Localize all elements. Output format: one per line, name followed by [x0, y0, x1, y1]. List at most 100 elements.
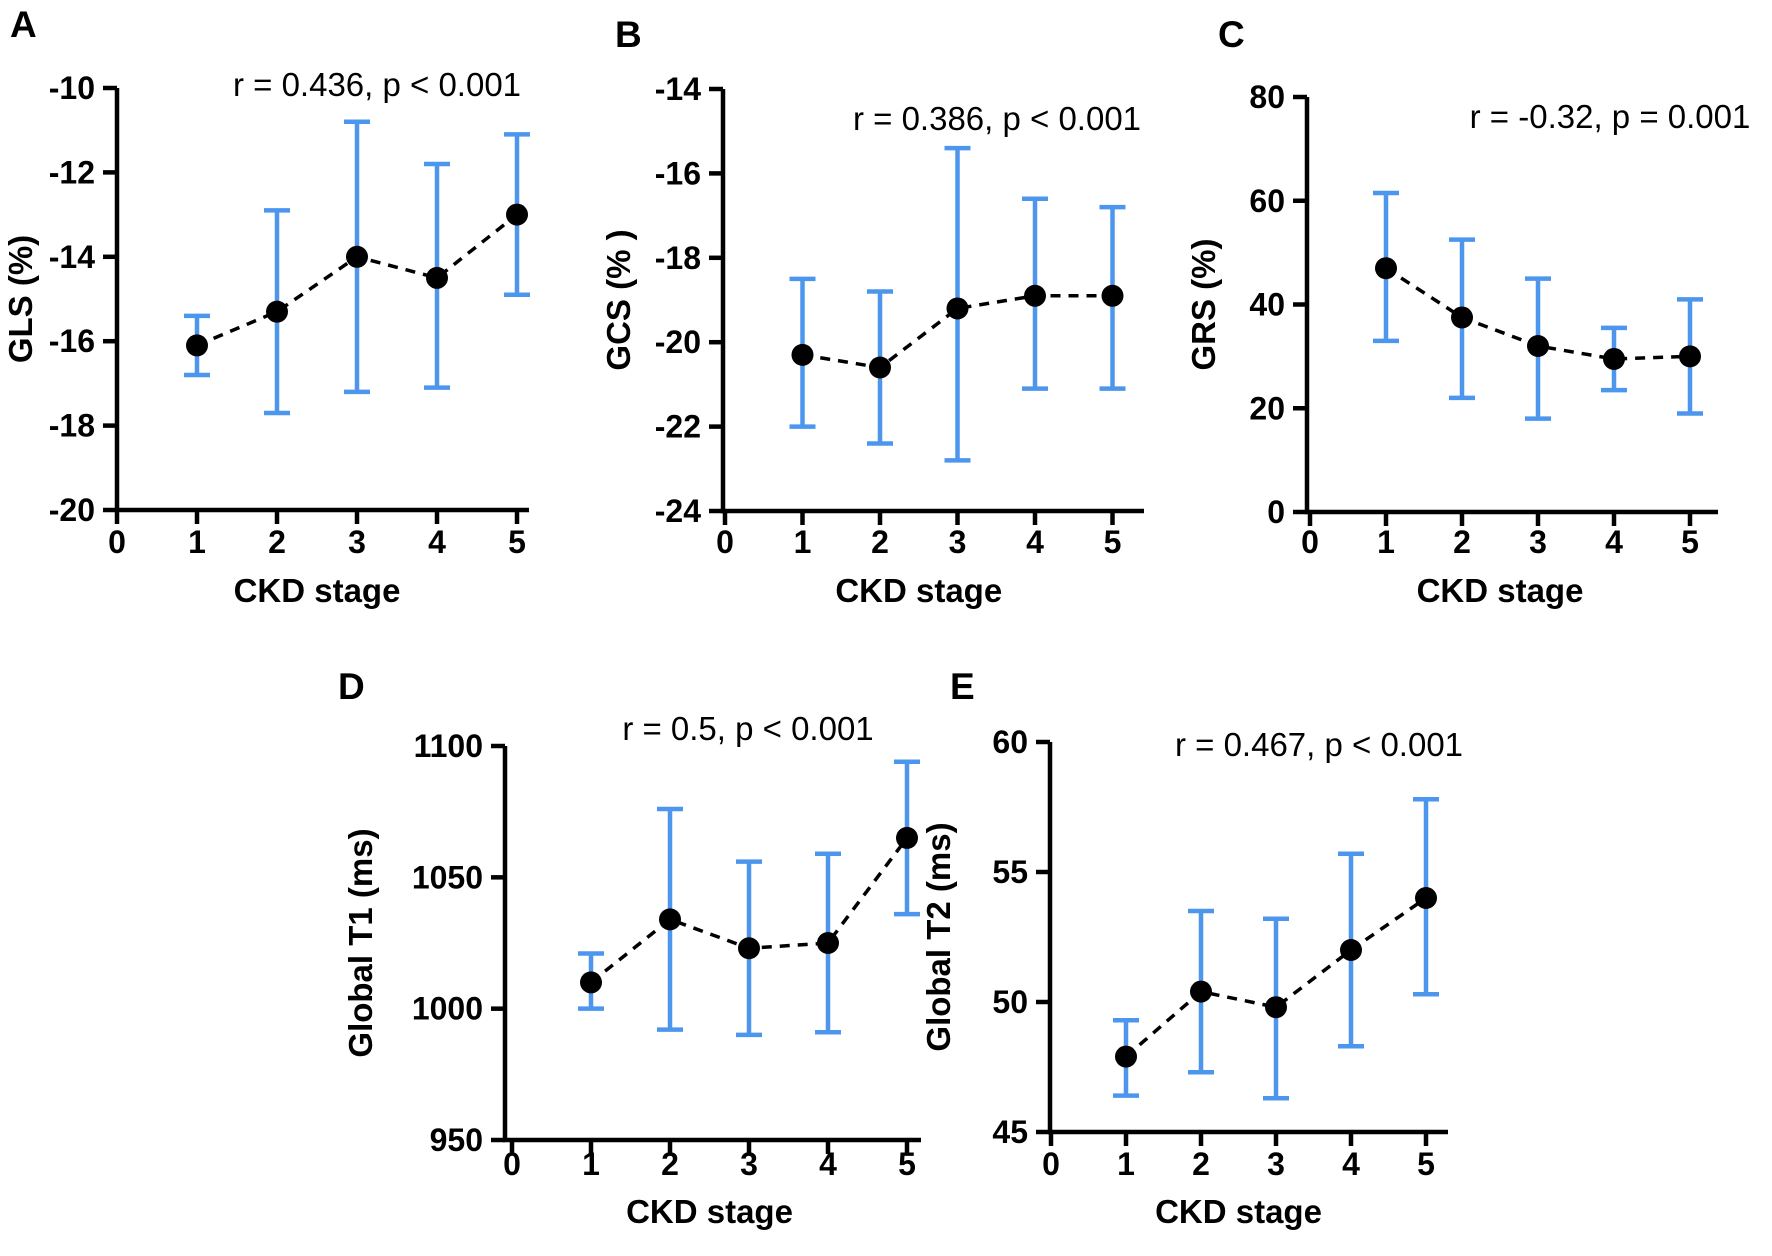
y-tick-label: -16 [655, 155, 701, 191]
panel-c-chart: r = -0.32, p = 0.001 GRS (%) CKD stage 80 60… [1190, 79, 1751, 609]
panel-c-letter: C [1218, 14, 1245, 55]
x-axis-title: CKD stage [835, 572, 1002, 609]
stat-annotation: r = 0.5, p < 0.001 [622, 710, 873, 747]
x-tick-label: 5 [1681, 524, 1699, 560]
data-point [869, 356, 891, 379]
data-point [1603, 347, 1625, 370]
y-axis-title: Global T2 (ms) [920, 822, 957, 1051]
x-tick-label: 3 [949, 524, 967, 560]
y-tick-label: 950 [430, 1122, 483, 1158]
x-tick-label: 3 [740, 1146, 758, 1182]
y-tick-label: 1050 [412, 859, 483, 895]
panel-a-letter: A [10, 4, 37, 45]
x-tick-label: 2 [268, 524, 286, 560]
x-tick-label: 4 [1026, 524, 1044, 560]
x-tick-label: 1 [1117, 1146, 1135, 1182]
panel-d-chart: r = 0.5, p < 0.001 Global T1 (ms) CKD stag… [342, 710, 921, 1230]
y-axis-title: GLS (%) [8, 235, 39, 363]
data-point [791, 343, 814, 366]
x-tick-label: 0 [503, 1146, 521, 1182]
y-tick-label: 20 [1249, 390, 1285, 426]
y-tick-label: -10 [49, 70, 95, 106]
data-point [1024, 284, 1046, 307]
data-point [580, 971, 602, 994]
y-tick-label: 40 [1249, 287, 1285, 323]
x-tick-label: 1 [582, 1146, 600, 1182]
y-tick-label: -12 [49, 154, 95, 190]
x-tick-label: 2 [661, 1146, 679, 1182]
stat-annotation: r = 0.436, p < 0.001 [233, 66, 521, 103]
data-point [1375, 257, 1397, 280]
x-tick-label: 2 [871, 524, 889, 560]
x-axis-title: CKD stage [1155, 1193, 1322, 1230]
y-tick-label: -24 [655, 493, 701, 529]
y-tick-label: 60 [992, 724, 1028, 760]
y-tick-label: -18 [655, 240, 701, 276]
data-point [1451, 306, 1473, 329]
stat-annotation: r = -0.32, p = 0.001 [1470, 98, 1751, 135]
panel-b-chart: r = 0.386, p < 0.001 GCS (% ) CKD stage -14… [604, 71, 1144, 609]
panel-d: D r = 0.5, p < 0.001 Global T1 (ms) CKD st… [298, 630, 930, 1256]
panel-a-chart: r = 0.436, p < 0.001 GLS (%) CKD stage -10 -… [8, 66, 530, 609]
panel-b: B r = 0.386, p < 0.001 GCS (% ) CKD stage -… [604, 4, 1189, 626]
y-tick-label: -18 [49, 408, 95, 444]
data-point [896, 826, 918, 849]
y-tick-label: -16 [49, 323, 95, 359]
data-point [1101, 284, 1124, 307]
panel-d-letter: D [338, 666, 365, 707]
y-tick-label: -20 [49, 492, 95, 528]
data-point [1527, 335, 1549, 357]
axis-lines [720, 89, 1144, 514]
y-tick-label: -22 [655, 409, 701, 445]
x-tick-label: 0 [1042, 1146, 1060, 1182]
data-point [1265, 996, 1287, 1019]
panel-e-chart: r = 0.467, p < 0.001 Global T2 (ms) CKD st… [920, 724, 1463, 1230]
x-tick-label: 4 [819, 1146, 837, 1182]
data-point [346, 245, 368, 268]
x-tick-label: 0 [1301, 524, 1319, 560]
y-tick-label: 1100 [414, 728, 483, 764]
x-tick-label: 1 [794, 524, 812, 560]
data-point [738, 937, 760, 960]
x-tick-label: 3 [1267, 1146, 1285, 1182]
axis-lines [502, 746, 921, 1143]
x-axis-title: CKD stage [1417, 572, 1584, 609]
y-tick-label: 50 [992, 984, 1028, 1020]
x-tick-label: 4 [428, 524, 446, 560]
data-point [506, 203, 528, 226]
stat-annotation: r = 0.467, p < 0.001 [1175, 726, 1463, 763]
x-tick-label: 4 [1342, 1146, 1360, 1182]
x-tick-label: 2 [1192, 1146, 1210, 1182]
y-tick-label: -14 [655, 71, 701, 107]
data-point [946, 297, 969, 320]
data-point [186, 334, 208, 357]
data-point [1190, 980, 1212, 1003]
y-tick-label: -14 [49, 239, 95, 275]
data-point [1115, 1045, 1137, 1068]
data-point [426, 266, 448, 289]
y-axis-title: GCS (% ) [604, 229, 637, 370]
axis-lines [114, 88, 529, 513]
x-tick-label: 3 [1529, 524, 1547, 560]
axis-lines [1304, 97, 1718, 515]
x-tick-label: 5 [1417, 1146, 1435, 1182]
data-point [1679, 345, 1701, 368]
y-axis-title: Global T1 (ms) [342, 828, 379, 1057]
x-tick-label: 0 [716, 524, 734, 560]
panel-a: A r = 0.436, p < 0.001 GLS (%) CKD stage -1… [8, 4, 593, 626]
x-tick-label: 5 [898, 1146, 916, 1182]
data-point [1415, 887, 1437, 909]
panel-e: E r = 0.467, p < 0.001 Global T2 (ms) CKD … [895, 630, 1475, 1256]
data-point [266, 300, 288, 323]
x-tick-label: 0 [108, 524, 126, 560]
x-tick-label: 2 [1453, 524, 1471, 560]
data-point [1340, 939, 1362, 961]
y-tick-label: 1000 [412, 991, 483, 1027]
y-tick-label: -20 [655, 324, 701, 360]
y-axis-title: GRS (%) [1190, 239, 1222, 371]
data-point [817, 932, 839, 954]
x-tick-label: 5 [1104, 524, 1122, 560]
y-tick-label: 0 [1267, 494, 1285, 530]
y-tick-label: 80 [1249, 79, 1285, 115]
